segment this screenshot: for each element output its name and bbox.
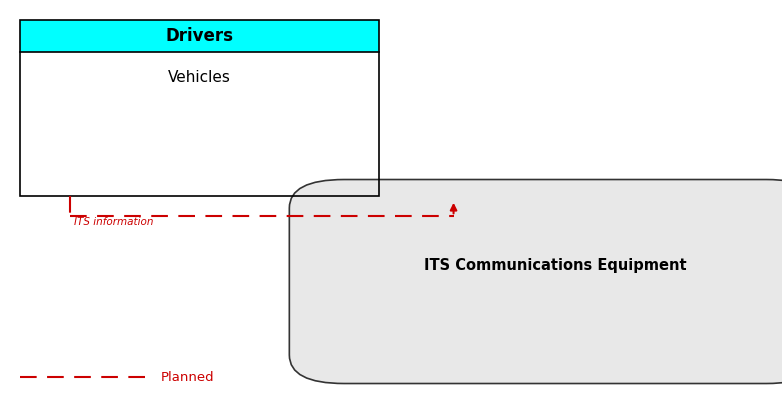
Text: ITS Communications Equipment: ITS Communications Equipment [424, 258, 687, 273]
FancyBboxPatch shape [289, 180, 782, 384]
Text: Drivers: Drivers [166, 27, 233, 45]
Bar [20, 20, 379, 52]
Text: Vehicles: Vehicles [168, 70, 231, 85]
Bar [20, 20, 379, 196]
Text: Planned: Planned [160, 371, 214, 384]
Text: ITS information: ITS information [74, 217, 154, 227]
Bar [20, 52, 379, 196]
